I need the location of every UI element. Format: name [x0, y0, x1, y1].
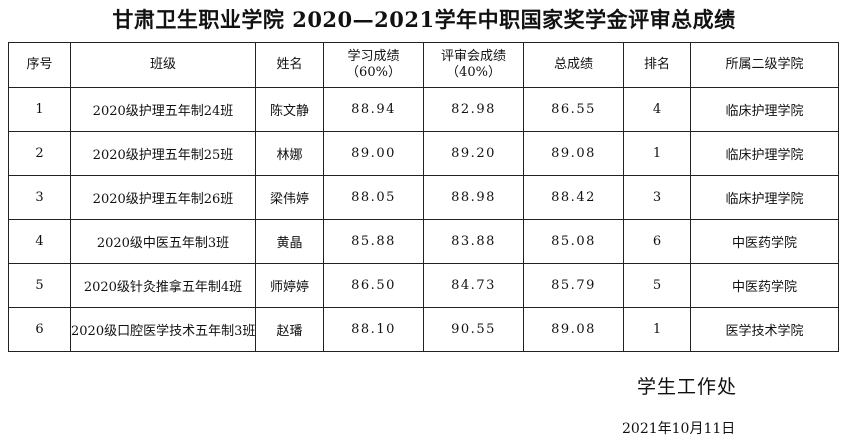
table-cell: 88.10: [323, 307, 424, 352]
column-header: 评审会成绩 （40%）: [423, 42, 524, 88]
header-row: 序号 班级 姓名 学习成绩 （60%） 评审会成绩 （40%） 总成绩 排名 所属二级学院: [8, 42, 839, 88]
table-cell: 89.20: [423, 131, 524, 176]
table-cell: 中医药学院: [690, 263, 839, 308]
office: 学生工作处: [637, 376, 738, 398]
table-cell: 2020级护理五年制24班: [70, 87, 256, 132]
table-cell: 83.88: [423, 219, 524, 264]
table-cell: 林娜: [255, 131, 324, 176]
table-cell: 4: [8, 219, 71, 264]
table-cell: 1: [8, 87, 71, 132]
table-cell: 1: [623, 131, 691, 176]
table-cell: 临床护理学院: [690, 175, 839, 220]
table-cell: 2020级护理五年制25班: [70, 131, 256, 176]
table-cell: 85.79: [523, 263, 624, 308]
table-cell: 89.00: [323, 131, 424, 176]
table-cell: 85.08: [523, 219, 624, 264]
table-cell: 赵璠: [255, 307, 324, 352]
table-cell: 3: [623, 175, 691, 220]
table-cell: 85.88: [323, 219, 424, 264]
table-cell: 88.42: [523, 175, 624, 220]
table-cell: 86.50: [323, 263, 424, 308]
table-row: 1 2020级护理五年制24班 陈文静 88.94 82.98 86.55 4 临床护理学院: [8, 87, 839, 132]
table-cell: 84.73: [423, 263, 524, 308]
score-table: 序号 班级 姓名 学习成绩 （60%） 评审会成绩 （40%） 总成绩 排名 所属二级学院 1…: [8, 42, 839, 352]
column-header: 姓名: [255, 42, 324, 88]
table-cell: 86.55: [523, 87, 624, 132]
table-cell: 梁伟婷: [255, 175, 324, 220]
table-cell: 2020级口腔医学技术五年制3班: [70, 307, 256, 352]
table-cell: 88.94: [323, 87, 424, 132]
column-header: 序号: [8, 42, 71, 88]
table-cell: 88.98: [423, 175, 524, 220]
table-cell: 5: [8, 263, 71, 308]
table-body: 1 2020级护理五年制24班 陈文静 88.94 82.98 86.55 4 临床护理学院 2…: [8, 87, 839, 352]
table-cell: 89.08: [523, 307, 624, 352]
title: 甘肃卫生职业学院 2020—2021学年中职国家奖学金评审总成绩: [112, 7, 736, 32]
table-cell: 临床护理学院: [690, 131, 839, 176]
table-cell: 2020级针灸推拿五年制4班: [70, 263, 256, 308]
table-row: 6 2020级口腔医学技术五年制3班 赵璠 88.10 90.55 89.08 1 医学技术学…: [8, 307, 839, 352]
table-cell: 2020级中医五年制3班: [70, 219, 256, 264]
table-cell: 2: [8, 131, 71, 176]
table-cell: 黄晶: [255, 219, 324, 264]
column-header: 所属二级学院: [690, 42, 839, 88]
date: 2021年10月11日: [622, 421, 736, 437]
table-cell: 1: [623, 307, 691, 352]
table-cell: 6: [8, 307, 71, 352]
table-cell: 82.98: [423, 87, 524, 132]
table-cell: 3: [8, 175, 71, 220]
table-cell: 中医药学院: [690, 219, 839, 264]
column-header: 排名: [623, 42, 691, 88]
table-cell: 医学技术学院: [690, 307, 839, 352]
table-cell: 师婷婷: [255, 263, 324, 308]
table-cell: 2020级护理五年制26班: [70, 175, 256, 220]
table-cell: 5: [623, 263, 691, 308]
table-row: 5 2020级针灸推拿五年制4班 师婷婷 86.50 84.73 85.79 5 中医药学院: [8, 263, 839, 308]
table-row: 4 2020级中医五年制3班 黄晶 85.88 83.88 85.08 6 中医药学院: [8, 219, 839, 264]
column-header: 班级: [70, 42, 256, 88]
table-cell: 88.05: [323, 175, 424, 220]
table-cell: 陈文静: [255, 87, 324, 132]
table-cell: 89.08: [523, 131, 624, 176]
table-row: 3 2020级护理五年制26班 梁伟婷 88.05 88.98 88.42 3 临床护理学院: [8, 175, 839, 220]
table-cell: 90.55: [423, 307, 524, 352]
table-row: 2 2020级护理五年制25班 林娜 89.00 89.20 89.08 1 临床护理学院: [8, 131, 839, 176]
column-header: 学习成绩 （60%）: [323, 42, 424, 88]
column-header: 总成绩: [523, 42, 624, 88]
table-cell: 4: [623, 87, 691, 132]
table-cell: 6: [623, 219, 691, 264]
table-cell: 临床护理学院: [690, 87, 839, 132]
